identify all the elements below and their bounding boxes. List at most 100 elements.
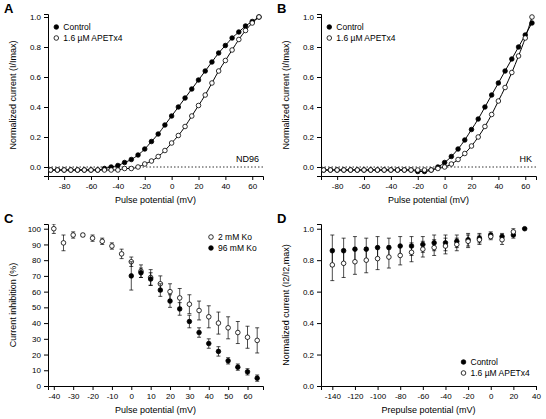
x-tick-label: -20 xyxy=(412,182,424,191)
data-area xyxy=(330,226,527,280)
data-point xyxy=(375,256,380,261)
y-tick-label: 40 xyxy=(32,319,41,328)
data-point xyxy=(245,370,250,375)
data-point xyxy=(69,168,74,173)
y-axis-line xyxy=(44,225,49,387)
zero-line xyxy=(48,167,263,168)
y-tick: 0.6 xyxy=(303,73,321,82)
y-tick-mark xyxy=(44,339,48,340)
data-point xyxy=(237,30,242,35)
data-area xyxy=(48,15,261,173)
x-tick: -20 xyxy=(463,386,475,401)
y-tick-mark xyxy=(317,107,321,108)
y-tick-mark xyxy=(44,276,48,277)
y-axis-title: Current inhibition (%) xyxy=(8,263,18,348)
y-axis-line xyxy=(317,15,322,177)
data-point xyxy=(129,274,134,279)
x-tick: -20 xyxy=(87,386,99,401)
data-point xyxy=(348,168,353,173)
error-bar xyxy=(81,233,85,236)
data-point xyxy=(402,168,407,173)
plot: -40-30-20-100102030405060010203040506070… xyxy=(8,224,264,415)
data-point xyxy=(176,105,181,110)
data-point xyxy=(456,147,461,152)
figure: A-80-60-40-2002040600.00.20.40.60.81.0Pu… xyxy=(0,0,546,419)
x-tick-mark xyxy=(151,386,152,390)
y-tick-label: 30 xyxy=(32,335,41,344)
x-tick: 40 xyxy=(532,386,541,401)
y-tick-mark xyxy=(317,323,321,324)
x-tick-mark xyxy=(391,176,392,180)
error-bar xyxy=(216,312,220,334)
y-tick-mark xyxy=(44,370,48,371)
x-tick: 20 xyxy=(166,386,175,401)
y-tick: 70 xyxy=(32,272,48,281)
legend-entry: 96 mM Ko xyxy=(209,243,257,253)
data-point xyxy=(62,168,67,173)
error-bar xyxy=(398,246,402,265)
data-point xyxy=(328,168,333,173)
error-bar xyxy=(432,240,436,256)
data-point xyxy=(442,165,447,170)
data-point xyxy=(177,296,182,301)
series-line xyxy=(51,17,259,170)
error-bar xyxy=(216,347,220,356)
x-tick: -60 xyxy=(418,386,430,401)
x-tick: 20 xyxy=(509,386,518,401)
data-point xyxy=(522,226,527,231)
x-tick-label: -80 xyxy=(332,182,344,191)
legend-marker xyxy=(327,36,332,41)
error-bar xyxy=(52,224,56,233)
y-tick-label: 0.0 xyxy=(30,163,42,172)
y-tick-label: 20 xyxy=(32,351,41,360)
x-tick: -20 xyxy=(412,176,424,191)
error-bar xyxy=(110,243,114,249)
x-tick-label: -60 xyxy=(359,182,371,191)
y-axis: 0.00.20.40.60.81.0 xyxy=(303,225,322,392)
error-bar xyxy=(207,339,211,348)
error-bar xyxy=(236,364,240,370)
x-tick-mark xyxy=(228,386,229,390)
data-point xyxy=(62,168,67,173)
x-tick-label: 60 xyxy=(248,182,257,191)
x-tick: 40 xyxy=(494,176,503,191)
x-axis: -140-120-100-80-60-40-2002040 xyxy=(322,386,542,401)
data-point xyxy=(243,24,248,29)
data-point xyxy=(82,168,87,173)
y-tick-mark xyxy=(317,260,321,261)
data-point xyxy=(122,160,127,165)
y-tick-mark xyxy=(317,17,321,18)
x-tick-mark xyxy=(91,176,92,180)
data-point xyxy=(189,114,194,119)
data-area xyxy=(52,224,260,381)
x-tick: -40 xyxy=(386,176,398,191)
legend-marker xyxy=(209,235,214,240)
x-tick-label: 10 xyxy=(147,392,156,401)
data-point xyxy=(142,147,147,152)
legend-entry: 1.6 µM APETx4 xyxy=(327,33,396,43)
x-tick-mark xyxy=(73,386,74,390)
x-axis-title: Prepulse potential (mV) xyxy=(381,405,475,415)
data-point xyxy=(236,365,241,370)
legend-label: Control xyxy=(336,22,364,32)
data-point xyxy=(409,168,414,173)
data-point xyxy=(368,168,373,173)
series-line xyxy=(51,17,259,170)
data-point xyxy=(429,168,434,173)
x-tick-mark xyxy=(355,386,356,390)
y-tick: 1.0 xyxy=(303,13,321,22)
data-point xyxy=(55,168,60,173)
x-tick: 20 xyxy=(468,176,477,191)
error-bar xyxy=(342,249,346,277)
x-tick-label: 40 xyxy=(221,182,230,191)
data-point xyxy=(136,165,141,170)
data-point xyxy=(223,58,228,63)
y-axis-line xyxy=(44,15,49,177)
y-tick-mark xyxy=(317,292,321,293)
y-tick: 0.8 xyxy=(30,43,48,52)
y-tick-label: 1.0 xyxy=(303,225,315,234)
data-point xyxy=(469,127,474,132)
x-tick: 40 xyxy=(221,176,230,191)
data-point xyxy=(122,166,127,171)
y-tick-label: 80 xyxy=(32,256,41,265)
